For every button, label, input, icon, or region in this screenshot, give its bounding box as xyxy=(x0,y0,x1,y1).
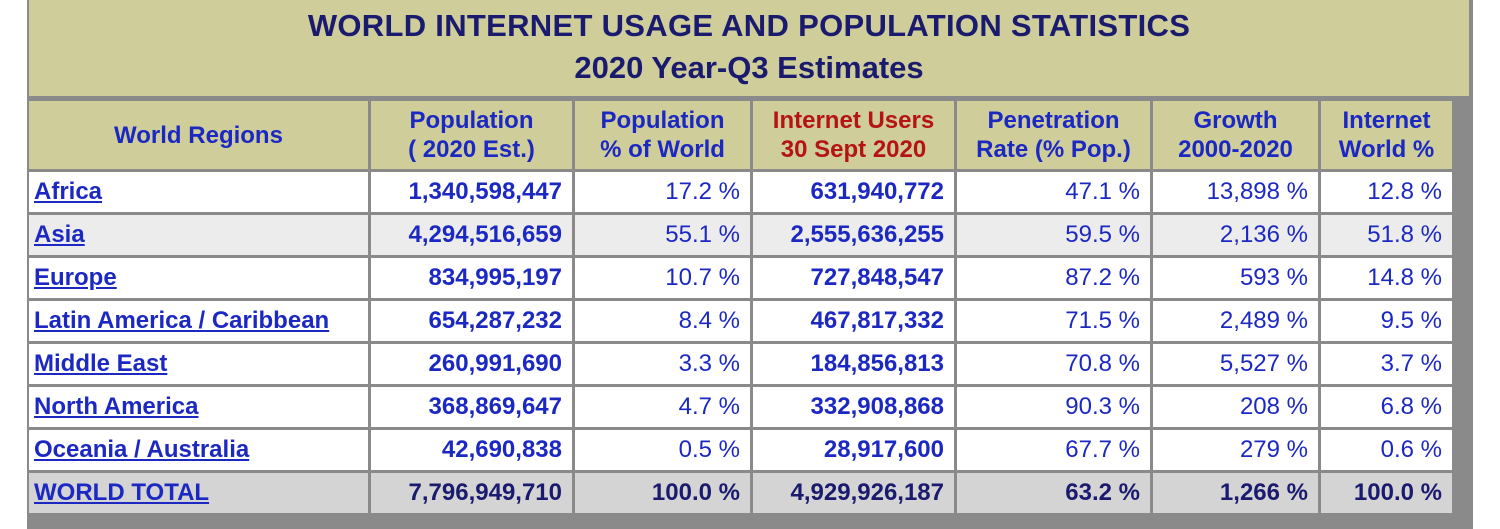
table-subtitle: 2020 Year-Q3 Estimates xyxy=(574,50,924,85)
pop-pct-cell: 8.4 % xyxy=(575,301,750,341)
region-link-oceania[interactable]: Oceania / Australia xyxy=(34,436,250,463)
table-row: Africa 1,340,598,447 17.2 % 631,940,772 … xyxy=(29,172,1452,212)
users-cell: 332,908,868 xyxy=(753,387,954,427)
total-population-cell: 7,796,949,710 xyxy=(371,473,572,513)
users-cell: 631,940,772 xyxy=(753,172,954,212)
region-cell[interactable]: Europe xyxy=(29,258,368,298)
region-link-middle-east[interactable]: Middle East xyxy=(34,350,168,377)
table-row: Latin America / Caribbean 654,287,232 8.… xyxy=(29,301,1452,341)
pop-pct-cell: 0.5 % xyxy=(575,430,750,470)
table-row: North America 368,869,647 4.7 % 332,908,… xyxy=(29,387,1452,427)
region-link-world-total[interactable]: WORLD TOTAL xyxy=(34,479,210,506)
growth-cell: 593 % xyxy=(1153,258,1318,298)
region-cell[interactable]: North America xyxy=(29,387,368,427)
region-cell[interactable]: Asia xyxy=(29,215,368,255)
penetration-cell: 59.5 % xyxy=(957,215,1150,255)
population-cell: 834,995,197 xyxy=(371,258,572,298)
growth-cell: 5,527 % xyxy=(1153,344,1318,384)
region-link-europe[interactable]: Europe xyxy=(34,264,117,291)
penetration-cell: 47.1 % xyxy=(957,172,1150,212)
population-cell: 4,294,516,659 xyxy=(371,215,572,255)
population-cell: 368,869,647 xyxy=(371,387,572,427)
header-world-regions: World Regions xyxy=(29,101,368,169)
region-cell[interactable]: Oceania / Australia xyxy=(29,430,368,470)
table-row: Middle East 260,991,690 3.3 % 184,856,81… xyxy=(29,344,1452,384)
growth-cell: 13,898 % xyxy=(1153,172,1318,212)
region-link-asia[interactable]: Asia xyxy=(34,221,85,248)
total-world-pct-cell: 100.0 % xyxy=(1321,473,1452,513)
penetration-cell: 71.5 % xyxy=(957,301,1150,341)
total-users-cell: 4,929,926,187 xyxy=(753,473,954,513)
growth-cell: 279 % xyxy=(1153,430,1318,470)
penetration-cell: 70.8 % xyxy=(957,344,1150,384)
users-cell: 184,856,813 xyxy=(753,344,954,384)
region-cell[interactable]: Latin America / Caribbean xyxy=(29,301,368,341)
users-cell: 2,555,636,255 xyxy=(753,215,954,255)
pop-pct-cell: 4.7 % xyxy=(575,387,750,427)
pop-pct-cell: 17.2 % xyxy=(575,172,750,212)
users-cell: 467,817,332 xyxy=(753,301,954,341)
world-pct-cell: 0.6 % xyxy=(1321,430,1452,470)
table-title-bar: WORLD INTERNET USAGE AND POPULATION STAT… xyxy=(29,0,1469,96)
header-growth: Growth 2000-2020 xyxy=(1153,101,1318,169)
table-title: WORLD INTERNET USAGE AND POPULATION STAT… xyxy=(307,8,1191,43)
header-row: World Regions Population( 2020 Est.) Pop… xyxy=(29,101,1452,169)
users-cell: 28,917,600 xyxy=(753,430,954,470)
header-population-pct: Population% of World xyxy=(575,101,750,169)
table-row: Oceania / Australia 42,690,838 0.5 % 28,… xyxy=(29,430,1452,470)
population-cell: 1,340,598,447 xyxy=(371,172,572,212)
growth-cell: 208 % xyxy=(1153,387,1318,427)
world-pct-cell: 6.8 % xyxy=(1321,387,1452,427)
penetration-cell: 87.2 % xyxy=(957,258,1150,298)
growth-cell: 2,489 % xyxy=(1153,301,1318,341)
region-link-north-america[interactable]: North America xyxy=(34,393,199,420)
world-pct-cell: 12.8 % xyxy=(1321,172,1452,212)
stats-table-frame: WORLD INTERNET USAGE AND POPULATION STAT… xyxy=(27,0,1473,529)
stats-table: World Regions Population( 2020 Est.) Pop… xyxy=(26,98,1455,516)
total-pop-pct-cell: 100.0 % xyxy=(575,473,750,513)
total-row: WORLD TOTAL 7,796,949,710 100.0 % 4,929,… xyxy=(29,473,1452,513)
total-penetration-cell: 63.2 % xyxy=(957,473,1150,513)
region-link-latin-america[interactable]: Latin America / Caribbean xyxy=(34,307,330,334)
population-cell: 260,991,690 xyxy=(371,344,572,384)
table-row: Asia 4,294,516,659 55.1 % 2,555,636,255 … xyxy=(29,215,1452,255)
penetration-cell: 67.7 % xyxy=(957,430,1150,470)
region-cell[interactable]: WORLD TOTAL xyxy=(29,473,368,513)
growth-cell: 2,136 % xyxy=(1153,215,1318,255)
header-population: Population( 2020 Est.) xyxy=(371,101,572,169)
total-growth-cell: 1,266 % xyxy=(1153,473,1318,513)
population-cell: 654,287,232 xyxy=(371,301,572,341)
header-penetration: Penetration Rate (% Pop.) xyxy=(957,101,1150,169)
world-pct-cell: 51.8 % xyxy=(1321,215,1452,255)
pop-pct-cell: 55.1 % xyxy=(575,215,750,255)
world-pct-cell: 9.5 % xyxy=(1321,301,1452,341)
header-internet-world-pct: Internet World % xyxy=(1321,101,1452,169)
region-cell[interactable]: Africa xyxy=(29,172,368,212)
region-cell[interactable]: Middle East xyxy=(29,344,368,384)
pop-pct-cell: 3.3 % xyxy=(575,344,750,384)
population-cell: 42,690,838 xyxy=(371,430,572,470)
users-cell: 727,848,547 xyxy=(753,258,954,298)
world-pct-cell: 3.7 % xyxy=(1321,344,1452,384)
table-row: Europe 834,995,197 10.7 % 727,848,547 87… xyxy=(29,258,1452,298)
penetration-cell: 90.3 % xyxy=(957,387,1150,427)
region-link-africa[interactable]: Africa xyxy=(34,178,103,205)
pop-pct-cell: 10.7 % xyxy=(575,258,750,298)
world-pct-cell: 14.8 % xyxy=(1321,258,1452,298)
header-internet-users: Internet Users 30 Sept 2020 xyxy=(753,101,954,169)
